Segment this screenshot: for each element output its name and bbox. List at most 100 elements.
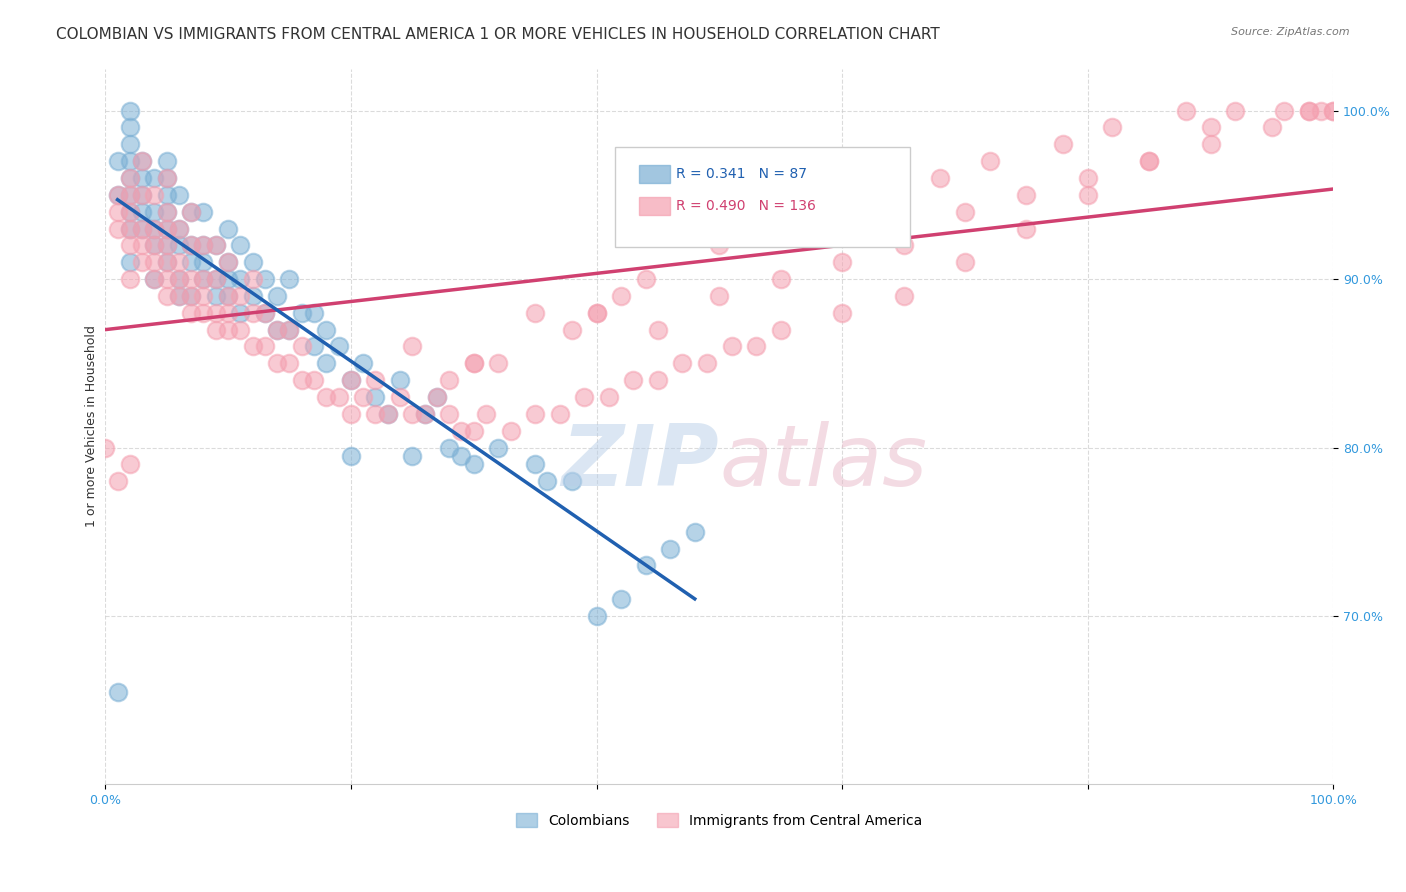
Point bbox=[118, 154, 141, 169]
Point bbox=[413, 407, 436, 421]
Point bbox=[143, 238, 166, 252]
Point bbox=[1199, 120, 1222, 135]
Point bbox=[167, 221, 190, 235]
Point bbox=[1101, 120, 1123, 135]
Point bbox=[107, 187, 129, 202]
Point bbox=[156, 187, 179, 202]
Point bbox=[143, 272, 166, 286]
Point bbox=[193, 306, 215, 320]
Point bbox=[315, 356, 337, 370]
Point bbox=[499, 424, 522, 438]
Point bbox=[647, 373, 669, 387]
Point bbox=[204, 323, 226, 337]
Point bbox=[131, 204, 153, 219]
Point bbox=[302, 373, 325, 387]
Point bbox=[401, 449, 423, 463]
Point bbox=[193, 204, 215, 219]
Point bbox=[242, 306, 264, 320]
Point bbox=[180, 238, 202, 252]
Point bbox=[156, 171, 179, 186]
Point bbox=[831, 255, 853, 269]
Point bbox=[364, 373, 387, 387]
Point bbox=[131, 154, 153, 169]
Point bbox=[167, 272, 190, 286]
Point bbox=[118, 120, 141, 135]
Point bbox=[426, 390, 449, 404]
Point bbox=[979, 154, 1001, 169]
Point bbox=[167, 255, 190, 269]
Point bbox=[315, 390, 337, 404]
Point bbox=[585, 306, 607, 320]
Point bbox=[107, 204, 129, 219]
Point bbox=[156, 221, 179, 235]
Point bbox=[302, 306, 325, 320]
Point bbox=[167, 289, 190, 303]
Point bbox=[143, 221, 166, 235]
Point bbox=[647, 323, 669, 337]
Point bbox=[463, 356, 485, 370]
Point bbox=[953, 204, 976, 219]
Point bbox=[1175, 103, 1198, 118]
FancyBboxPatch shape bbox=[614, 147, 910, 247]
Point bbox=[118, 187, 141, 202]
Point bbox=[610, 289, 633, 303]
Point bbox=[388, 390, 411, 404]
Point bbox=[486, 441, 509, 455]
Point bbox=[1077, 171, 1099, 186]
Point bbox=[229, 272, 252, 286]
Point bbox=[266, 356, 288, 370]
Point bbox=[180, 255, 202, 269]
Point bbox=[426, 390, 449, 404]
Point bbox=[561, 474, 583, 488]
Point bbox=[156, 255, 179, 269]
Point bbox=[180, 204, 202, 219]
Point bbox=[143, 221, 166, 235]
Point bbox=[340, 373, 363, 387]
Point bbox=[671, 356, 693, 370]
Point bbox=[204, 289, 226, 303]
Point bbox=[217, 255, 239, 269]
Point bbox=[610, 592, 633, 607]
FancyBboxPatch shape bbox=[640, 165, 671, 183]
Point bbox=[831, 306, 853, 320]
Point bbox=[634, 272, 657, 286]
Point bbox=[143, 255, 166, 269]
Point bbox=[131, 255, 153, 269]
Point bbox=[204, 272, 226, 286]
Point bbox=[180, 289, 202, 303]
Point bbox=[1272, 103, 1295, 118]
Point bbox=[131, 221, 153, 235]
Point bbox=[475, 407, 498, 421]
Point bbox=[302, 339, 325, 353]
Point bbox=[720, 339, 742, 353]
Point bbox=[1015, 187, 1038, 202]
Point bbox=[193, 272, 215, 286]
Point bbox=[217, 289, 239, 303]
Point bbox=[352, 390, 374, 404]
Point bbox=[107, 221, 129, 235]
Point bbox=[143, 187, 166, 202]
Point bbox=[524, 407, 547, 421]
Point bbox=[585, 306, 607, 320]
Point bbox=[1310, 103, 1333, 118]
Point bbox=[180, 289, 202, 303]
Point bbox=[1298, 103, 1320, 118]
Point bbox=[278, 323, 301, 337]
Point bbox=[229, 306, 252, 320]
Point bbox=[156, 255, 179, 269]
Point bbox=[118, 238, 141, 252]
Text: COLOMBIAN VS IMMIGRANTS FROM CENTRAL AMERICA 1 OR MORE VEHICLES IN HOUSEHOLD COR: COLOMBIAN VS IMMIGRANTS FROM CENTRAL AME… bbox=[56, 27, 941, 42]
Point bbox=[204, 238, 226, 252]
Point bbox=[1223, 103, 1246, 118]
Point bbox=[118, 221, 141, 235]
Text: atlas: atlas bbox=[720, 421, 928, 504]
Point bbox=[388, 373, 411, 387]
Point bbox=[585, 609, 607, 624]
Point bbox=[364, 390, 387, 404]
Point bbox=[94, 441, 117, 455]
Point bbox=[463, 356, 485, 370]
Point bbox=[131, 187, 153, 202]
Point bbox=[253, 272, 276, 286]
Point bbox=[217, 221, 239, 235]
Point bbox=[634, 558, 657, 573]
